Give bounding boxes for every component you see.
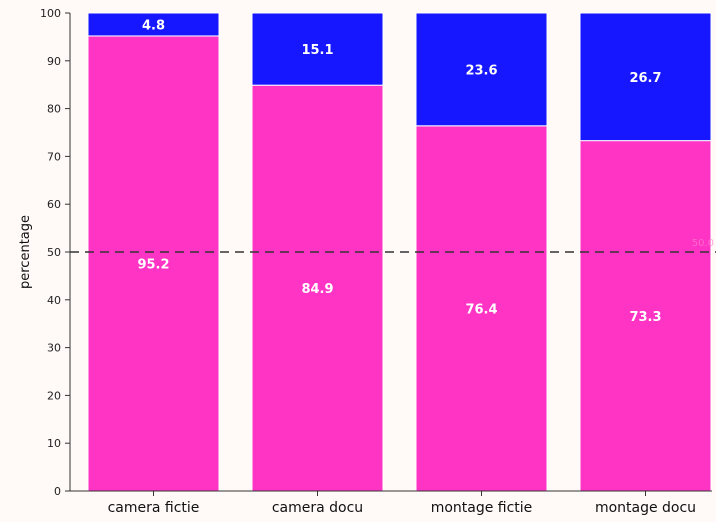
data-labels-layer: 95.2 4.8 84.9 15.1 76.4 23.6 73.3 26.7 xyxy=(137,18,661,324)
data-label-2-1: 15.1 xyxy=(301,43,333,58)
bar-segment-2-3 xyxy=(579,12,712,142)
data-label-2-2: 23.6 xyxy=(465,63,497,78)
bar-segment-2-0 xyxy=(87,12,220,37)
data-label-1-2: 76.4 xyxy=(465,302,497,317)
y-tick-label-6: 60 xyxy=(47,198,61,211)
data-label-1-1: 84.9 xyxy=(301,282,333,297)
y-tick-label-5: 50 xyxy=(47,246,61,259)
data-label-2-3: 26.7 xyxy=(629,71,661,86)
y-tick-label-7: 70 xyxy=(47,150,61,163)
x-tick-label-0: camera fictie xyxy=(108,500,200,516)
bar-segment-1-0 xyxy=(87,35,220,492)
y-tick-label-3: 30 xyxy=(47,342,61,355)
data-label-2-0: 4.8 xyxy=(142,18,165,33)
bar-segment-2-1 xyxy=(251,12,384,86)
bars-layer xyxy=(87,12,712,492)
axes-layer: camera fictie camera docu montage fictie mo… xyxy=(40,7,716,516)
reference-line-label: 50.0 xyxy=(692,238,714,249)
y-tick-label-2: 20 xyxy=(47,389,61,402)
y-tick-label-10: 100 xyxy=(40,7,61,20)
y-axis-title: percentage xyxy=(18,215,33,289)
y-tick-label-0: 0 xyxy=(54,485,61,498)
x-tick-label-1: camera docu xyxy=(272,500,363,516)
y-tick-label-9: 90 xyxy=(47,55,61,68)
y-tick-label-8: 80 xyxy=(47,103,61,116)
data-label-1-0: 95.2 xyxy=(137,257,169,272)
x-tick-label-3: montage docu xyxy=(595,500,696,516)
data-label-1-3: 73.3 xyxy=(629,310,661,325)
y-tick-label-1: 10 xyxy=(47,437,61,450)
x-tick-label-2: montage fictie xyxy=(431,500,533,516)
bar-segment-1-2 xyxy=(415,125,548,492)
bar-segment-1-3 xyxy=(579,140,712,492)
y-tick-label-4: 40 xyxy=(47,294,61,307)
bar-segment-2-2 xyxy=(415,12,548,127)
